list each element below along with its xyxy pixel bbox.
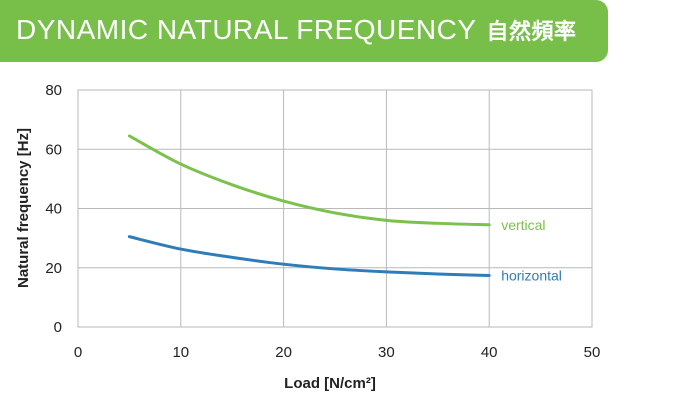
series-label-horizontal: horizontal xyxy=(501,267,562,283)
chart-title: DYNAMIC NATURAL FREQUENCY 自然頻率 xyxy=(16,14,577,46)
x-tick-label: 50 xyxy=(584,344,601,361)
y-tick-label: 0 xyxy=(54,319,62,336)
series: vertical horizontal xyxy=(127,134,562,283)
x-tick-label: 40 xyxy=(481,344,498,361)
y-tick-label: 80 xyxy=(45,82,62,99)
y-axis-title: Natural frequency [Hz] xyxy=(15,128,32,288)
x-tick-label: 10 xyxy=(172,344,189,361)
y-tick-label: 40 xyxy=(45,201,62,218)
x-tick-label: 20 xyxy=(275,344,292,361)
y-tick-label: 60 xyxy=(45,141,62,158)
chart-title-cn: 自然頻率 xyxy=(486,20,577,45)
plot-frame xyxy=(77,89,593,328)
series-line-vertical xyxy=(127,134,491,227)
x-tick-label: 30 xyxy=(378,344,395,361)
title-banner: DYNAMIC NATURAL FREQUENCY 自然頻率 xyxy=(0,0,608,62)
grid xyxy=(77,89,593,328)
x-tick-label: 0 xyxy=(74,344,82,361)
series-label-vertical: vertical xyxy=(501,217,545,233)
series-line-horizontal xyxy=(127,235,491,277)
axes: 0 10 20 30 40 50 0 20 40 60 80 xyxy=(45,82,600,361)
x-axis-title: Load [N/cm²] xyxy=(284,375,376,392)
y-tick-label: 20 xyxy=(45,260,62,277)
chart-title-text: DYNAMIC NATURAL FREQUENCY xyxy=(16,14,477,45)
